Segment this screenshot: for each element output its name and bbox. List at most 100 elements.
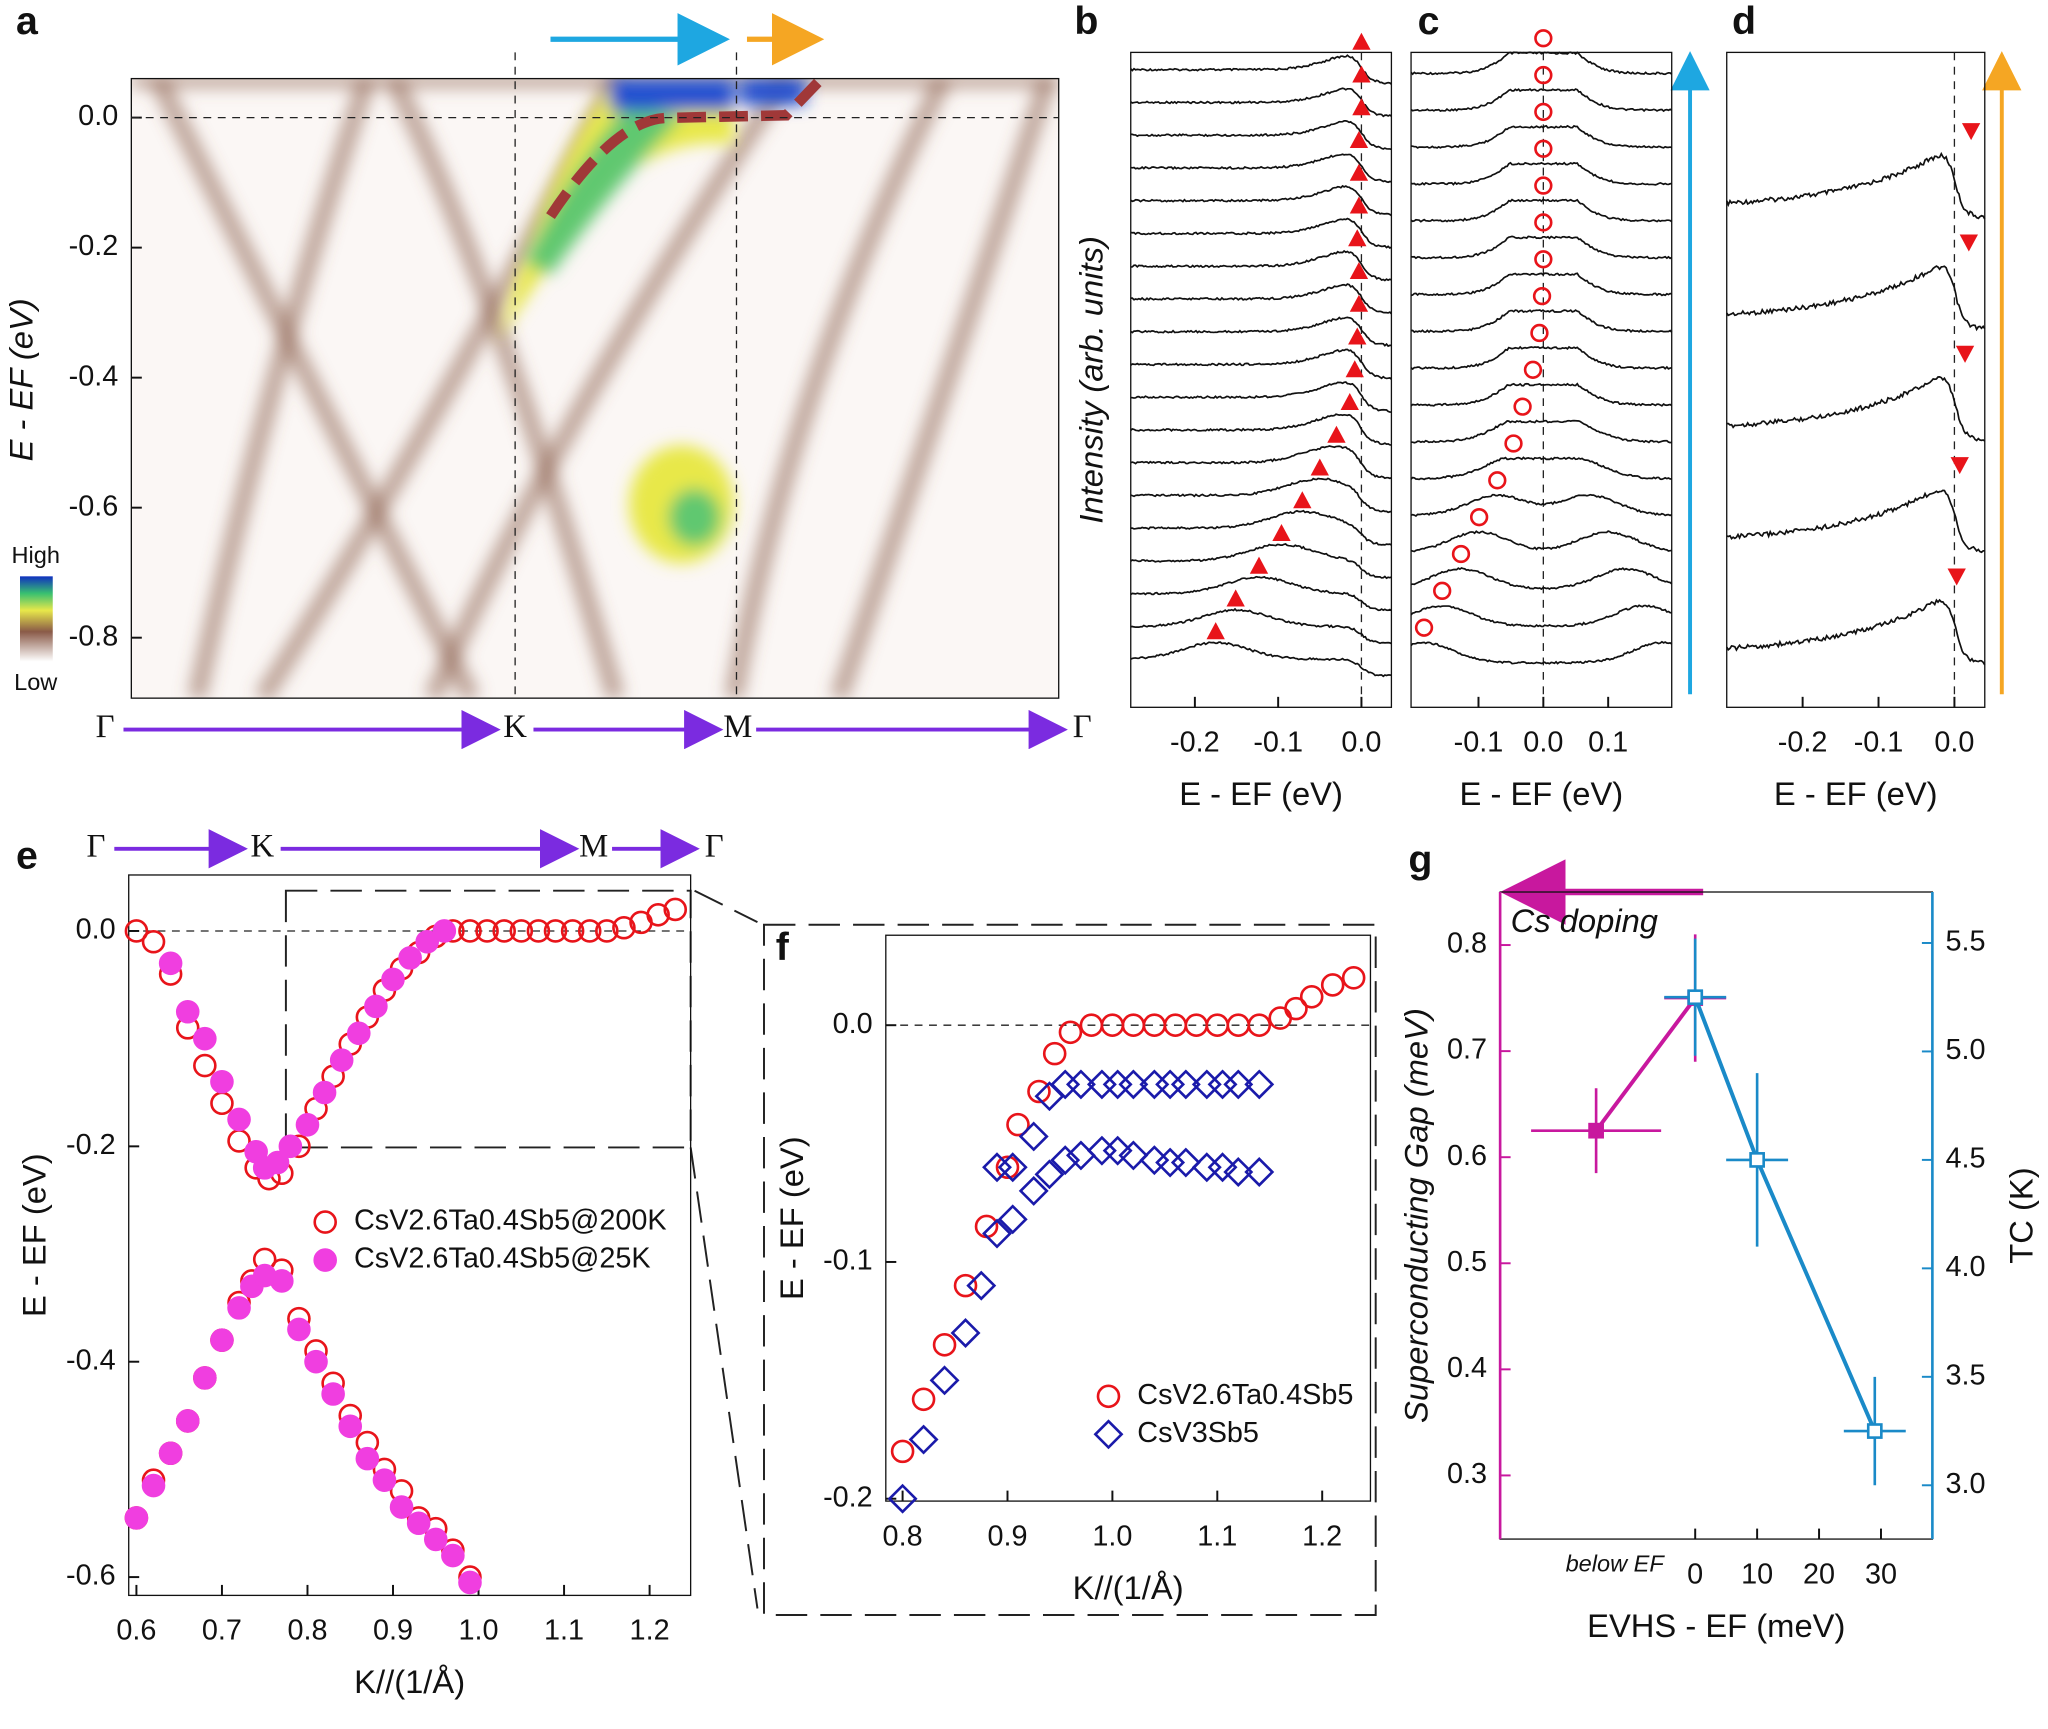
data-point — [406, 1511, 431, 1536]
edc-curve — [1410, 124, 1672, 149]
y-tick-label: 4.5 — [1945, 1143, 1985, 1175]
data-point — [1488, 471, 1507, 490]
data-point — [1866, 1423, 1883, 1439]
data-point — [1293, 491, 1312, 509]
data-point — [1349, 294, 1369, 312]
y-tick-label: -0.4 — [69, 360, 119, 392]
y-tick-label: 0.3 — [1447, 1458, 1487, 1490]
annotation: below EF — [1566, 1550, 1666, 1576]
data-point — [595, 919, 619, 943]
data-point — [270, 1269, 294, 1293]
data-point — [372, 1468, 397, 1492]
data-point — [1687, 989, 1704, 1006]
data-point — [1086, 1135, 1117, 1166]
edc-curve — [1130, 381, 1392, 413]
data-point — [1249, 556, 1269, 574]
data-point — [1414, 618, 1434, 637]
data-point — [347, 1021, 371, 1046]
data-point — [560, 919, 585, 943]
series-line — [1693, 996, 1877, 1432]
panel-label: c — [1418, 0, 1440, 43]
data-point — [1534, 102, 1553, 122]
legend-marker — [1096, 1384, 1121, 1409]
edc-curve — [1130, 316, 1392, 348]
edc-curve — [1130, 641, 1392, 678]
annotation: Cs doping — [1511, 902, 1658, 939]
data-point — [1034, 1159, 1065, 1190]
data-point — [1207, 1152, 1238, 1183]
x-tick-label: 1.2 — [1302, 1520, 1342, 1552]
edc-curve — [1726, 265, 1986, 332]
data-point — [423, 1527, 448, 1552]
data-point — [158, 1441, 183, 1466]
x-tick-label: 0.7 — [202, 1615, 242, 1647]
x-tick-label: -0.1 — [1253, 727, 1303, 759]
x-axis-label: E - EF (eV) — [1774, 775, 1938, 812]
data-point — [1223, 1069, 1254, 1100]
edc-curve — [1410, 88, 1673, 113]
data-point — [1961, 123, 1981, 141]
data-point — [1534, 65, 1553, 85]
x-axis-label: E - EF (eV) — [1179, 775, 1343, 812]
data-point — [1050, 1069, 1081, 1100]
data-point — [141, 1473, 166, 1498]
edc-curve — [1410, 566, 1673, 591]
data-point — [1206, 622, 1225, 640]
data-point — [227, 1107, 251, 1132]
data-point — [1504, 434, 1523, 453]
series-line — [1594, 996, 1697, 1132]
data-point — [312, 1080, 337, 1105]
data-point — [1310, 458, 1329, 476]
data-point — [278, 1134, 303, 1159]
edc-curve — [1130, 348, 1392, 380]
edc-curve — [1410, 345, 1672, 371]
edc-curve — [1130, 87, 1392, 118]
y-tick-label: 0.7 — [1447, 1034, 1487, 1066]
edc-curve — [1130, 249, 1392, 282]
colorbar-label: High — [11, 542, 59, 568]
data-point — [158, 951, 183, 976]
y-tick-label: -0.2 — [69, 230, 119, 262]
legend-marker — [1093, 1419, 1124, 1450]
data-point — [1065, 1069, 1096, 1100]
data-point — [1050, 1145, 1081, 1176]
plot-frame — [1499, 891, 1934, 1540]
data-point — [543, 919, 568, 943]
data-point — [1170, 1069, 1201, 1100]
edc-curve — [1130, 217, 1392, 249]
data-point — [329, 1048, 354, 1072]
y-tick-label: 3.5 — [1945, 1359, 1985, 1391]
colorbar — [20, 576, 53, 662]
data-point — [509, 919, 534, 943]
data-point — [175, 999, 200, 1024]
x-tick-label: 30 — [1865, 1558, 1897, 1590]
x-tick-label: 0.0 — [1934, 727, 1974, 759]
y-tick-label: 4.0 — [1945, 1251, 1985, 1283]
data-point — [398, 946, 422, 970]
k-point-label: M — [723, 709, 752, 745]
x-tick-label: 1.2 — [630, 1615, 670, 1647]
edc-curve — [1410, 604, 1672, 628]
data-point — [1299, 985, 1324, 1009]
data-point — [1345, 360, 1364, 378]
data-point — [338, 1414, 363, 1439]
data-point — [1532, 286, 1552, 306]
heatmap-image — [131, 78, 1059, 699]
data-point — [210, 1091, 234, 1116]
k-point-label: K — [503, 709, 527, 745]
x-axis-label: E - EF (eV) — [1460, 775, 1624, 812]
data-point — [1247, 1013, 1272, 1037]
x-tick-label: 0.8 — [883, 1520, 923, 1552]
data-point — [950, 1318, 981, 1348]
edc-curve — [1410, 530, 1672, 553]
data-point — [1451, 544, 1471, 564]
data-point — [908, 1424, 939, 1455]
data-point — [1207, 1069, 1238, 1100]
data-point — [287, 1317, 311, 1342]
legend-marker — [313, 1248, 337, 1272]
data-point — [1530, 323, 1549, 343]
panel-label: g — [1408, 837, 1432, 881]
data-point — [646, 903, 670, 927]
data-point — [1170, 1147, 1201, 1178]
